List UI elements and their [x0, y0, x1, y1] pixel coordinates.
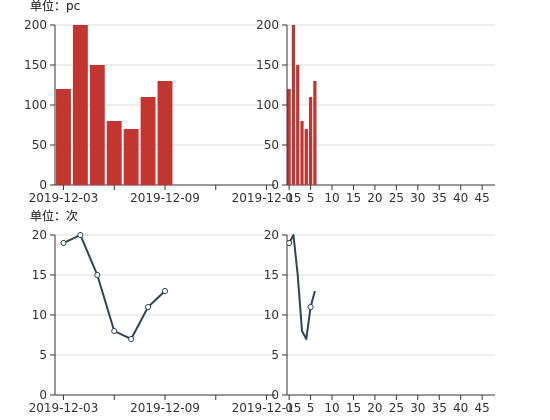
bar	[300, 121, 304, 185]
bar	[291, 25, 296, 185]
unit-label: 单位：次	[30, 208, 78, 223]
x-tick-label: 2019-12-09	[130, 401, 200, 415]
unit-label: 单位：pc	[30, 0, 80, 13]
bar	[89, 65, 105, 185]
bar	[287, 89, 291, 185]
y-tick-label: 100	[24, 98, 47, 112]
bar	[123, 129, 139, 185]
bar	[157, 81, 173, 185]
y-tick-label: 15	[32, 268, 47, 282]
x-tick-label: 25	[389, 401, 404, 415]
chart-panel-1: 单位：pc 0 50 100 150 200 2019-12-03 2019-12-09 201…	[24, 0, 301, 205]
y-tick-label: 0	[39, 388, 47, 402]
series-line	[288, 234, 316, 340]
bar	[304, 129, 308, 185]
x-tick-label: 10	[324, 191, 339, 205]
x-tick-label: 20	[367, 401, 382, 415]
data-point	[128, 336, 135, 342]
data-point	[94, 272, 101, 278]
x-tick-label: 40	[453, 401, 468, 415]
y-tick-label: 10	[32, 308, 47, 322]
x-tick-label: 15	[346, 401, 361, 415]
data-point	[162, 288, 168, 294]
bar	[140, 97, 156, 185]
bar	[308, 97, 313, 185]
data-point	[286, 240, 293, 246]
x-tick-label: 45	[474, 401, 489, 415]
x-tick-label: 2019-12-09	[130, 191, 200, 205]
x-tick-label: 0	[285, 191, 293, 205]
y-tick-label: 150	[24, 58, 47, 72]
x-tick-label: 35	[432, 401, 447, 415]
series-line	[63, 234, 166, 340]
x-tick-label: 30	[410, 401, 425, 415]
y-tick-label: 5	[271, 348, 279, 362]
data-point	[307, 304, 314, 310]
x-tick-label: 35	[432, 191, 447, 205]
y-tick-label: 20	[264, 228, 279, 242]
data-point	[145, 304, 152, 310]
y-tick-label: 20	[32, 228, 47, 242]
x-tick-label: 2019-12-15	[232, 401, 302, 415]
bar	[106, 121, 122, 185]
y-tick-label: 200	[256, 18, 279, 32]
bar	[56, 89, 71, 185]
y-tick-label: 50	[32, 138, 47, 152]
x-tick-label: 5	[307, 401, 315, 415]
y-tick-label: 10	[264, 308, 279, 322]
x-tick-label: 0	[285, 401, 293, 415]
y-tick-label: 100	[256, 98, 279, 112]
data-point	[60, 240, 67, 246]
y-tick-label: 15	[264, 268, 279, 282]
x-tick-label: 10	[324, 401, 339, 415]
unit-label: 单位：次	[30, 208, 78, 223]
data-point	[77, 232, 84, 238]
y-tick-label: 50	[264, 138, 279, 152]
x-tick-label: 15	[346, 191, 361, 205]
data-point	[111, 328, 118, 334]
y-tick-label: 0	[271, 178, 279, 192]
y-tick-label: 5	[39, 348, 47, 362]
x-tick-label: 40	[453, 191, 468, 205]
y-tick-label: 0	[39, 178, 47, 192]
x-tick-label: 25	[389, 191, 404, 205]
unit-label: 单位：pc	[30, 0, 80, 13]
x-tick-label: 2019-12-15	[232, 191, 302, 205]
x-tick-label: 45	[474, 191, 489, 205]
y-tick-label: 0	[271, 388, 279, 402]
bar	[72, 25, 88, 185]
y-tick-label: 200	[24, 18, 47, 32]
x-tick-label: 2019-12-03	[29, 401, 99, 415]
x-tick-label: 20	[367, 191, 382, 205]
x-tick-label: 2019-12-03	[29, 191, 99, 205]
bar	[296, 65, 300, 185]
bar	[313, 81, 317, 185]
x-tick-label: 5	[307, 191, 315, 205]
x-tick-label: 30	[410, 191, 425, 205]
y-tick-label: 150	[256, 58, 279, 72]
chart-panel-3: 单位：次 0 5 10 15 20 2019-12-03 2019-12-09 2019-12-…	[29, 208, 302, 415]
